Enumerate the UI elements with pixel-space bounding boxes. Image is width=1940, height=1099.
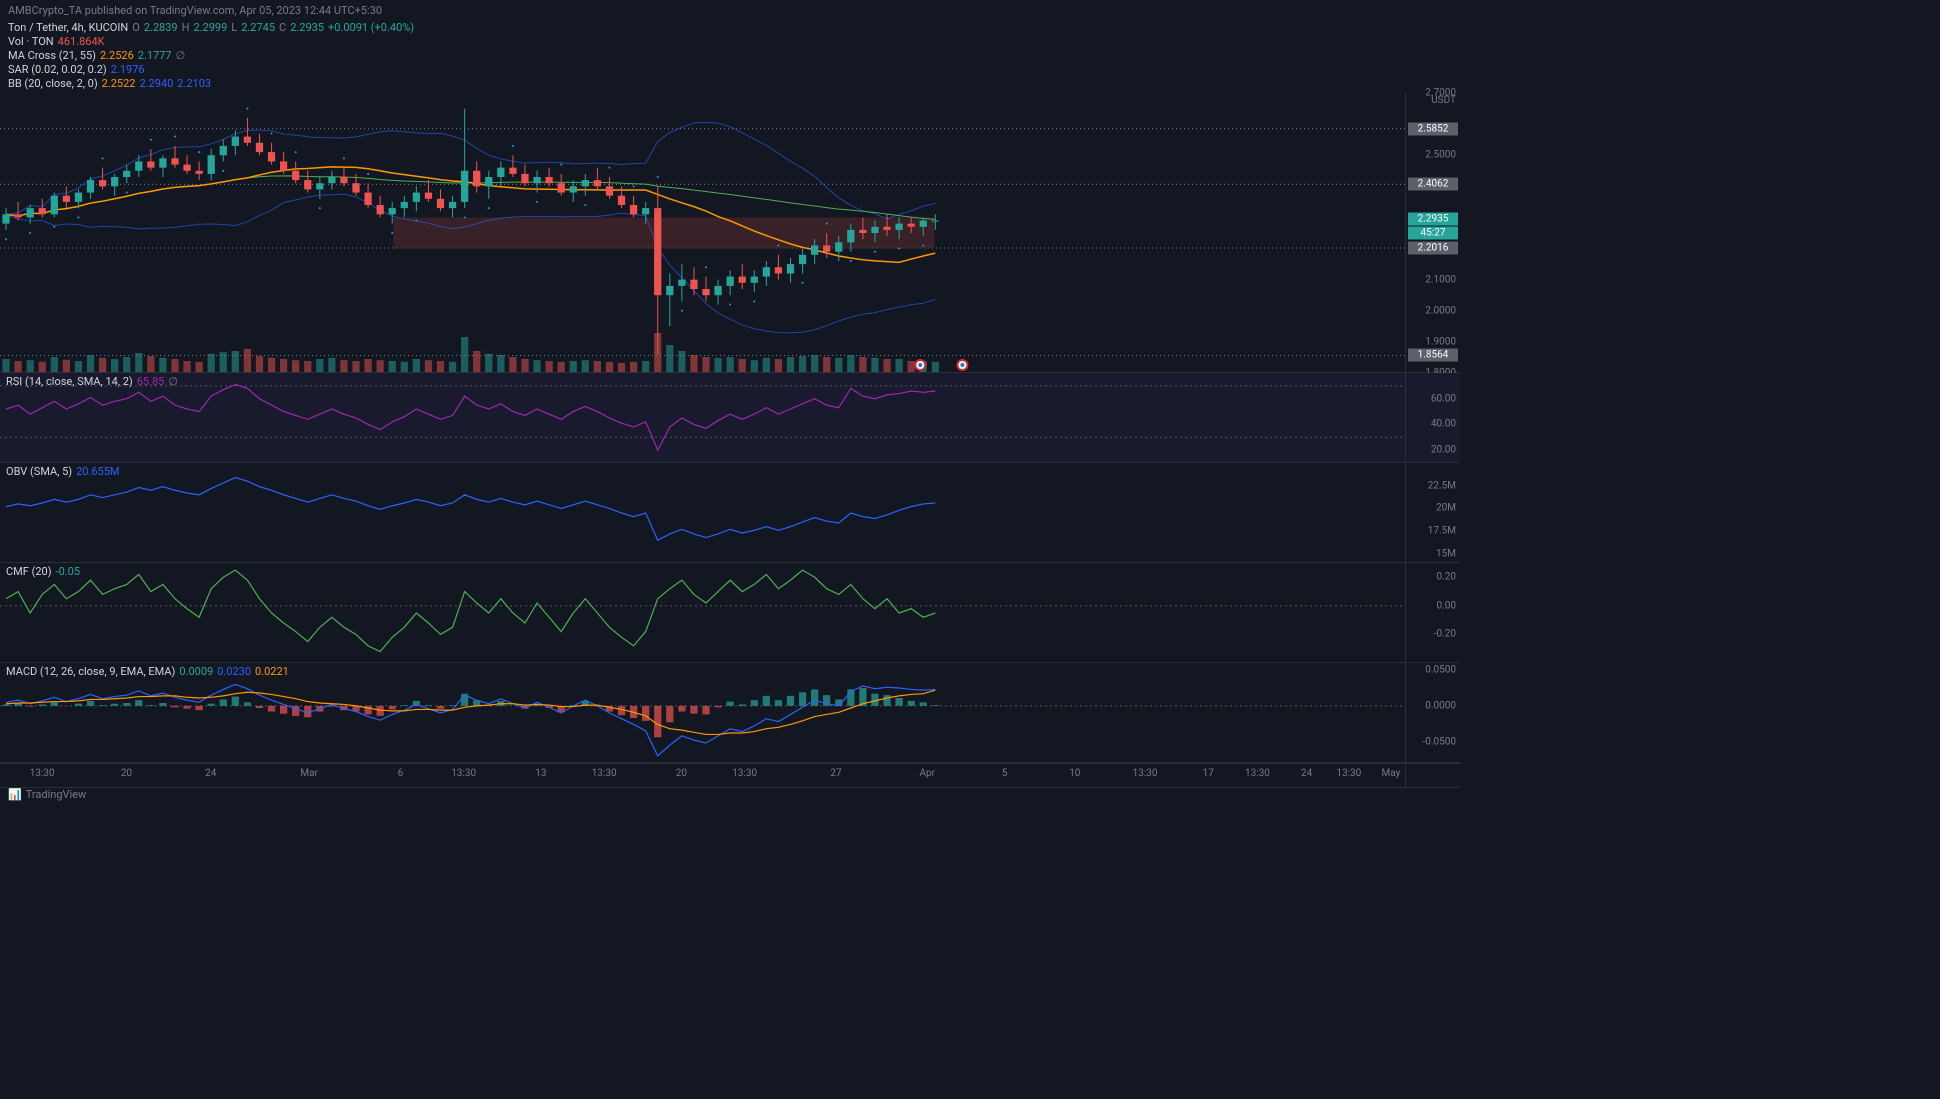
cmf-y-axis[interactable]: 0.200.00-0.20 (1405, 563, 1460, 662)
macross-label[interactable]: MA Cross (21, 55) (8, 49, 96, 63)
bb-v3: 2.2103 (177, 77, 211, 91)
bb-v2: 2.2940 (139, 77, 173, 91)
rsi-pane[interactable]: RSI (14, close, SMA, 14, 2) 65.85 ∅ 60.0… (0, 373, 1460, 463)
obv-pane[interactable]: OBV (SMA, 5) 20.655M 22.5M20M17.5M15M (0, 463, 1460, 563)
eye-icon[interactable]: ∅ (176, 49, 186, 63)
attribution-text: AMBCrypto_TA published on TradingView.co… (0, 0, 1460, 19)
macd-pane[interactable]: MACD (12, 26, close, 9, EMA, EMA) 0.0009… (0, 663, 1460, 763)
ohlc-close: 2.2935 (290, 21, 324, 35)
macd-v1: 0.0009 (179, 665, 213, 678)
macross-v2: 2.1777 (138, 49, 172, 63)
main-chart-svg[interactable] (0, 93, 1405, 372)
sar-value: 2.1976 (111, 63, 145, 77)
ohlc-change: +0.0091 (+0.40%) (328, 21, 414, 35)
cmf-pane[interactable]: CMF (20) -0.05 0.200.00-0.20 (0, 563, 1460, 663)
macd-v2: 0.0230 (217, 665, 251, 678)
footer-brand[interactable]: TradingView (26, 788, 87, 801)
cmf-label[interactable]: CMF (20) (6, 565, 52, 578)
rsi-y-axis[interactable]: 60.0040.0020.00 (1405, 373, 1460, 462)
macross-v1: 2.2526 (100, 49, 134, 63)
obv-label[interactable]: OBV (SMA, 5) (6, 465, 72, 478)
ohlc-high: 2.2999 (193, 21, 227, 35)
rsi-value: 65.85 (137, 375, 165, 388)
tradingview-logo-icon[interactable]: 📊 (8, 788, 22, 801)
bb-v1: 2.2522 (102, 77, 136, 91)
chart-header: Ton / Tether, 4h, KUCOIN O2.2839 H2.2999… (0, 19, 1460, 93)
main-y-axis[interactable]: USDT 2.70002.58522.50002.40622.293545:27… (1405, 93, 1460, 372)
ohlc-low: 2.2745 (241, 21, 275, 35)
symbol-label[interactable]: Ton / Tether, 4h, KUCOIN (8, 21, 128, 35)
obv-value: 20.655M (76, 465, 119, 478)
footer: 📊 TradingView (0, 787, 1460, 801)
macd-v3: 0.0221 (255, 665, 289, 678)
vol-value: 461.864K (58, 35, 105, 49)
bb-label[interactable]: BB (20, close, 2, 0) (8, 77, 98, 91)
sar-label[interactable]: SAR (0.02, 0.02, 0.2) (8, 63, 107, 77)
macd-y-axis[interactable]: 0.05000.0000-0.0500 (1405, 663, 1460, 762)
obv-y-axis[interactable]: 22.5M20M17.5M15M (1405, 463, 1460, 562)
panes: USDT 2.70002.58522.50002.40622.293545:27… (0, 93, 1460, 787)
chart-container: AMBCrypto_TA published on TradingView.co… (0, 0, 1460, 800)
obv-chart-svg[interactable] (0, 463, 1405, 562)
cmf-value: -0.05 (56, 565, 81, 578)
rsi-label[interactable]: RSI (14, close, SMA, 14, 2) (6, 375, 133, 388)
rsi-chart-svg[interactable] (0, 373, 1405, 462)
cmf-chart-svg[interactable] (0, 563, 1405, 662)
ohlc-open: 2.2839 (144, 21, 178, 35)
main-pane[interactable]: USDT 2.70002.58522.50002.40622.293545:27… (0, 93, 1460, 373)
macd-label[interactable]: MACD (12, 26, close, 9, EMA, EMA) (6, 665, 175, 678)
x-axis[interactable]: 13:302024Mar613:301313:302013:3027Apr510… (0, 763, 1460, 787)
vol-label: Vol · TON (8, 35, 54, 49)
eye-icon[interactable]: ∅ (168, 375, 178, 388)
